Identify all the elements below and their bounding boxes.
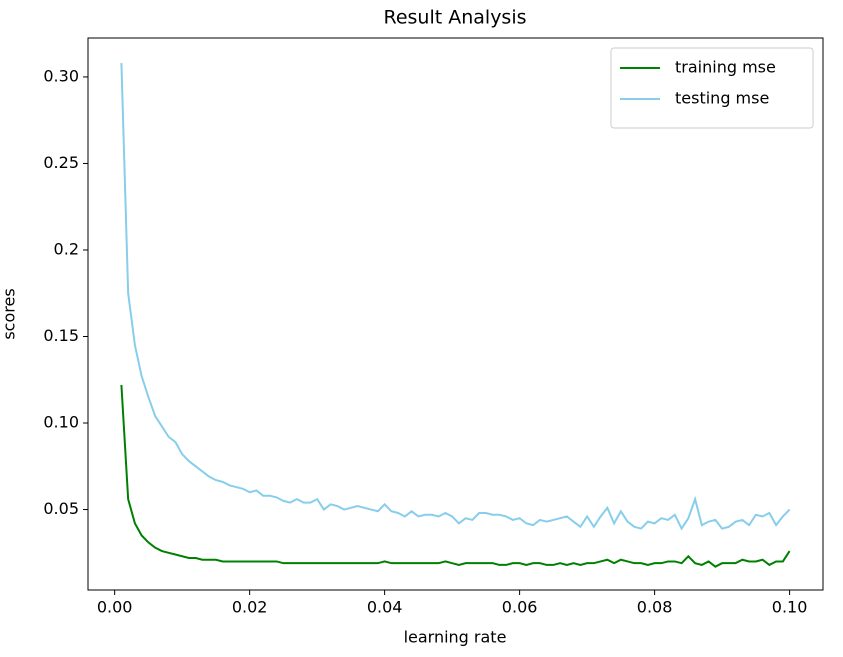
y-tick-label: 0.25: [43, 153, 79, 172]
x-tick-label: 0.08: [637, 598, 673, 617]
y-axis-label: scores: [0, 288, 19, 339]
legend-box: [610, 47, 814, 129]
plot-frame: [87, 37, 824, 591]
legend-label: training mse: [675, 58, 776, 77]
y-tick-label: 0.30: [43, 66, 79, 85]
x-tick-label: 0.10: [772, 598, 808, 617]
y-tick-label: 0.10: [43, 413, 79, 432]
chart-title: Result Analysis: [383, 7, 526, 29]
series-line: [120, 384, 791, 568]
series-line: [120, 63, 791, 531]
x-tick-label: 0.02: [232, 598, 268, 617]
y-tick-label: 0.2: [54, 239, 79, 258]
y-tick-label: 0.15: [43, 326, 79, 345]
x-tick-label: 0.00: [97, 598, 133, 617]
x-axis-label: learning rate: [404, 628, 507, 647]
x-tick-label: 0.04: [367, 598, 403, 617]
y-tick-label: 0.05: [43, 499, 79, 518]
legend-label: testing mse: [675, 89, 769, 108]
x-tick-label: 0.06: [502, 598, 538, 617]
